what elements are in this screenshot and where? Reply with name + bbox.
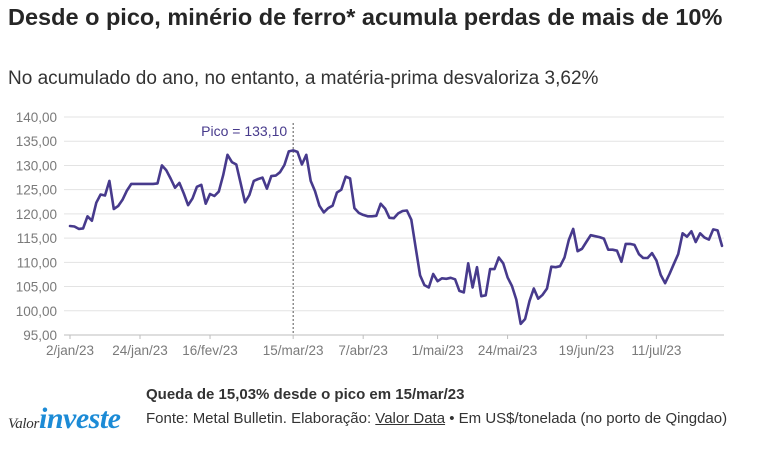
series-layer [68, 149, 724, 326]
x-tick-label: 24/mai/23 [478, 343, 537, 358]
source-suffix: • Em US$/tonelada (no porto de Qingdao) [445, 410, 728, 427]
x-tick-label: 15/mar/23 [263, 343, 324, 358]
y-tick-label: 125,00 [16, 183, 57, 198]
y-tick-label: 135,00 [16, 134, 57, 149]
y-tick-label: 130,00 [16, 158, 57, 173]
x-tick-label: 19/jun/23 [559, 343, 615, 358]
x-tick-label: 24/jan/23 [112, 343, 168, 358]
logo-valor-text: Valor [8, 416, 40, 432]
footer: Valorinveste Queda de 15,03% desde o pic… [0, 384, 768, 460]
series-line-minerio [68, 149, 724, 326]
y-tick-label: 100,00 [16, 304, 57, 319]
x-tick-label: 11/jul/23 [631, 343, 681, 358]
x-tick-label: 16/fev/23 [182, 343, 238, 358]
x-tick-label: 2/jan/23 [46, 343, 94, 358]
peak-annotation-label: Pico = 133,10 [201, 123, 287, 139]
y-tick-label: 105,00 [16, 280, 57, 295]
annotation-layer: Pico = 133,10 [201, 123, 294, 335]
footer-source: Fonte: Metal Bulletin. Elaboração: Valor… [146, 408, 758, 430]
x-tick-label: 1/mai/23 [412, 343, 464, 358]
valor-investe-logo[interactable]: Valorinveste [8, 402, 121, 436]
y-tick-label: 110,00 [17, 255, 57, 270]
axis-layer: 95,00 100,00 105,00 110,00 115,00 120,00 125,0… [16, 110, 724, 358]
y-tick-label: 115,00 [17, 231, 57, 246]
x-tick-label: 7/abr/23 [338, 343, 388, 358]
grid-layer [64, 116, 724, 336]
line-chart: 95,00 100,00 105,00 110,00 115,00 120,00 125,0… [16, 110, 724, 358]
logo-investe-text: investe [39, 402, 121, 435]
chart-title: Desde o pico, minério de ferro* acumula … [8, 4, 723, 30]
chart-subtitle: No acumulado do ano, no entanto, a matér… [8, 68, 599, 89]
source-prefix: Fonte: Metal Bulletin. Elaboração: [146, 410, 376, 427]
y-tick-label: 120,00 [16, 207, 57, 222]
valor-data-link[interactable]: Valor Data [375, 410, 446, 427]
footer-headline: Queda de 15,03% desde o pico em 15/mar/2… [146, 386, 465, 403]
y-tick-label: 95,00 [23, 328, 57, 343]
y-tick-label: 140,00 [16, 110, 57, 125]
